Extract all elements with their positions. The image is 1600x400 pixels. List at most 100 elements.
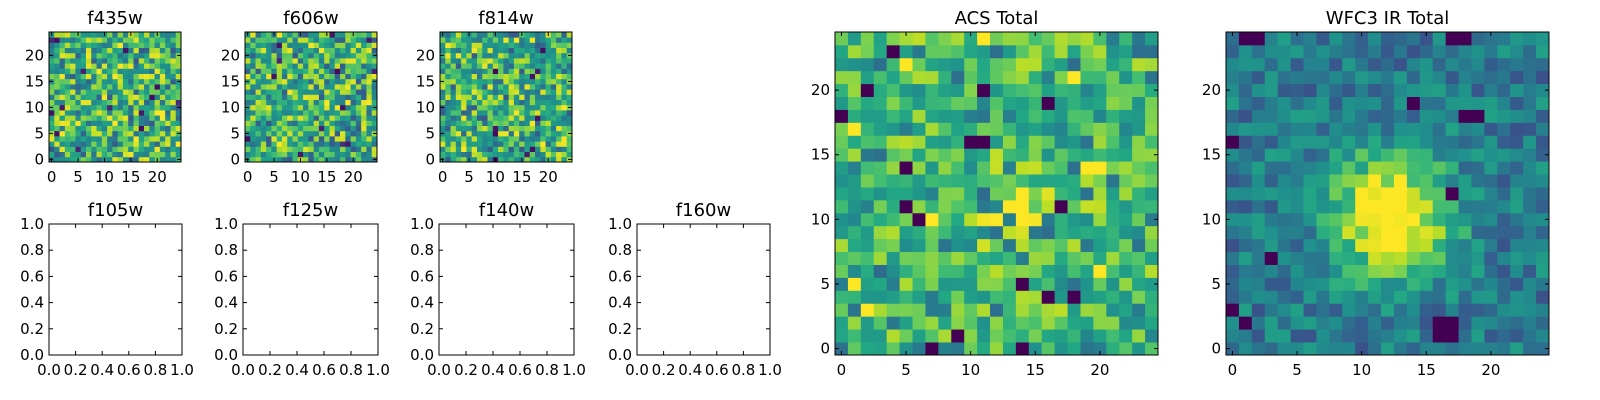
heatmap-cell <box>324 78 330 85</box>
heatmap-cell <box>64 99 71 106</box>
heatmap-cell <box>550 146 557 152</box>
heatmap-cell <box>276 120 283 126</box>
heatmap-cell <box>345 52 351 59</box>
heatmap-cell <box>938 174 952 188</box>
heatmap-cell <box>1471 122 1485 136</box>
heatmap-cell <box>1106 199 1120 214</box>
heatmap-cell <box>540 120 546 126</box>
heatmap-cell <box>64 156 71 163</box>
heatmap-cell <box>308 130 315 137</box>
heatmap-cell <box>85 141 92 147</box>
heatmap-cell <box>96 84 103 90</box>
heatmap-cell <box>154 115 161 121</box>
heatmap-cell <box>1406 238 1421 253</box>
heatmap-cell <box>519 99 525 106</box>
heatmap-cell <box>912 83 926 97</box>
heatmap-cell <box>91 52 97 59</box>
heatmap-cell <box>1316 174 1330 188</box>
heatmap-cell <box>170 68 177 74</box>
heatmap-cell <box>1536 251 1550 265</box>
heatmap-cell <box>873 70 888 85</box>
heatmap-cell <box>1119 212 1133 227</box>
heatmap-cell <box>561 89 568 95</box>
heatmap-cell <box>276 125 283 132</box>
heatmap-cell <box>561 125 568 132</box>
heatmap-cell <box>345 136 351 142</box>
heatmap-cell <box>535 78 541 85</box>
heatmap-cell <box>508 94 515 100</box>
heatmap-cell <box>313 73 320 80</box>
heatmap-cell <box>1342 342 1356 356</box>
heatmap-cell <box>371 58 378 64</box>
heatmap-cell <box>138 120 145 126</box>
heatmap-cell <box>334 47 341 54</box>
heatmap-cell <box>1028 70 1043 85</box>
heatmap-cell <box>1226 57 1240 72</box>
heatmap-cell <box>59 52 66 59</box>
heatmap-cell <box>455 115 462 121</box>
heatmap-cell <box>371 99 378 106</box>
heatmap-cell <box>355 141 362 147</box>
heatmap-cell <box>350 141 357 147</box>
heatmap-cell <box>503 78 510 85</box>
heatmap-cell <box>566 32 573 38</box>
heatmap-cell <box>951 187 965 201</box>
heatmap-cell <box>75 89 82 95</box>
heatmap-cell <box>80 120 87 126</box>
heatmap-cell <box>281 84 288 90</box>
heatmap-cell <box>461 37 467 43</box>
heatmap-cell <box>1002 57 1017 72</box>
heatmap-cell <box>886 109 900 123</box>
heatmap-cell <box>535 63 541 69</box>
heatmap-cell <box>1251 135 1266 149</box>
x-tick-label: 0.0 <box>625 361 649 379</box>
heatmap-cell <box>175 58 182 64</box>
heatmap-cell <box>340 151 346 158</box>
heatmap-cell <box>847 342 862 356</box>
heatmap-cell <box>318 78 325 85</box>
heatmap-cell <box>107 156 113 163</box>
heatmap-cell <box>1067 83 1081 97</box>
heatmap-cell <box>1002 225 1017 240</box>
heatmap-cell <box>524 68 531 74</box>
heatmap-cell <box>159 130 166 137</box>
heatmap-cell <box>1316 199 1330 214</box>
heatmap-cell <box>1471 187 1485 201</box>
heatmap-cell <box>1251 83 1266 97</box>
heatmap-cell <box>540 37 546 43</box>
heatmap-cell <box>1445 83 1459 97</box>
heatmap-cell <box>1067 290 1081 304</box>
heatmap-cell <box>165 151 171 158</box>
heatmap-cell <box>91 104 97 111</box>
heatmap-cell <box>1406 225 1421 240</box>
heatmap-cell <box>1471 329 1485 343</box>
heatmap-cell <box>54 115 60 121</box>
heatmap-cell <box>471 136 478 142</box>
heatmap-cell <box>550 42 557 48</box>
heatmap-cell <box>260 136 267 142</box>
y-tick-label: 20 <box>811 81 830 99</box>
heatmap-cell <box>260 115 267 121</box>
heatmap-cell <box>281 58 288 64</box>
heatmap-cell <box>59 130 66 137</box>
heatmap-cell <box>1484 109 1498 123</box>
heatmap-cell <box>476 151 483 158</box>
y-tick-label: 0.0 <box>214 346 238 364</box>
heatmap-cell <box>266 89 272 95</box>
heatmap-cell <box>498 110 504 116</box>
heatmap-cell <box>476 94 483 100</box>
heatmap-cell <box>91 151 97 158</box>
heatmap-cell <box>1381 148 1395 162</box>
heatmap-cell <box>445 42 451 48</box>
heatmap-cell <box>1458 44 1472 59</box>
heatmap-cell <box>466 125 473 132</box>
heatmap-cell <box>54 125 60 132</box>
heatmap-cell <box>287 47 293 54</box>
heatmap-cell <box>461 146 467 152</box>
heatmap-cell <box>1368 303 1382 317</box>
heatmap-cell <box>318 42 325 48</box>
heatmap-cell <box>1238 342 1253 356</box>
heatmap-cell <box>461 42 467 48</box>
heatmap-cell <box>482 130 488 137</box>
